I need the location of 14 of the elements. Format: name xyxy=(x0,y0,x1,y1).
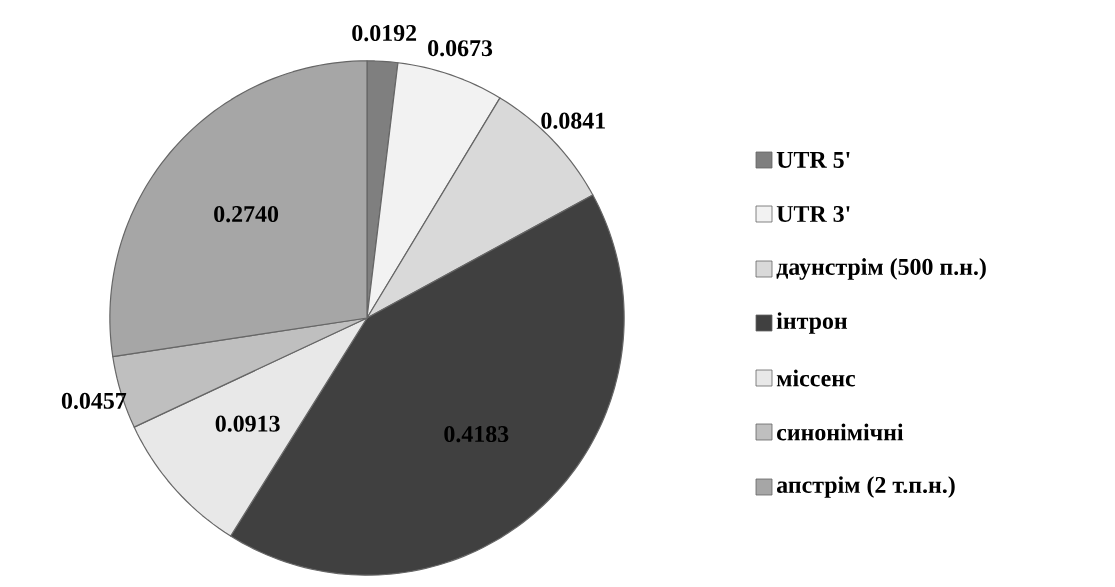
data-label: 0.0457 xyxy=(61,392,127,409)
legend-label: даунстрім (500 п.н.) xyxy=(776,258,986,280)
legend-label: апстрім (2 т.п.н.) xyxy=(776,476,955,498)
data-label: 0.0192 xyxy=(352,24,417,42)
data-label: 0.0673 xyxy=(428,40,493,57)
data-label: 0.4183 xyxy=(444,425,509,443)
legend-label: UTR 5' xyxy=(776,152,850,168)
legend-label: міссенс xyxy=(776,369,856,387)
legend-label: синонімічні xyxy=(777,423,904,441)
data-label: 0.2740 xyxy=(214,205,279,223)
legend-label: UTR 3' xyxy=(776,205,850,223)
legend-label: інтрон xyxy=(776,312,848,334)
data-label: 0.0913 xyxy=(215,415,280,432)
data-label: 0.0841 xyxy=(541,112,605,129)
